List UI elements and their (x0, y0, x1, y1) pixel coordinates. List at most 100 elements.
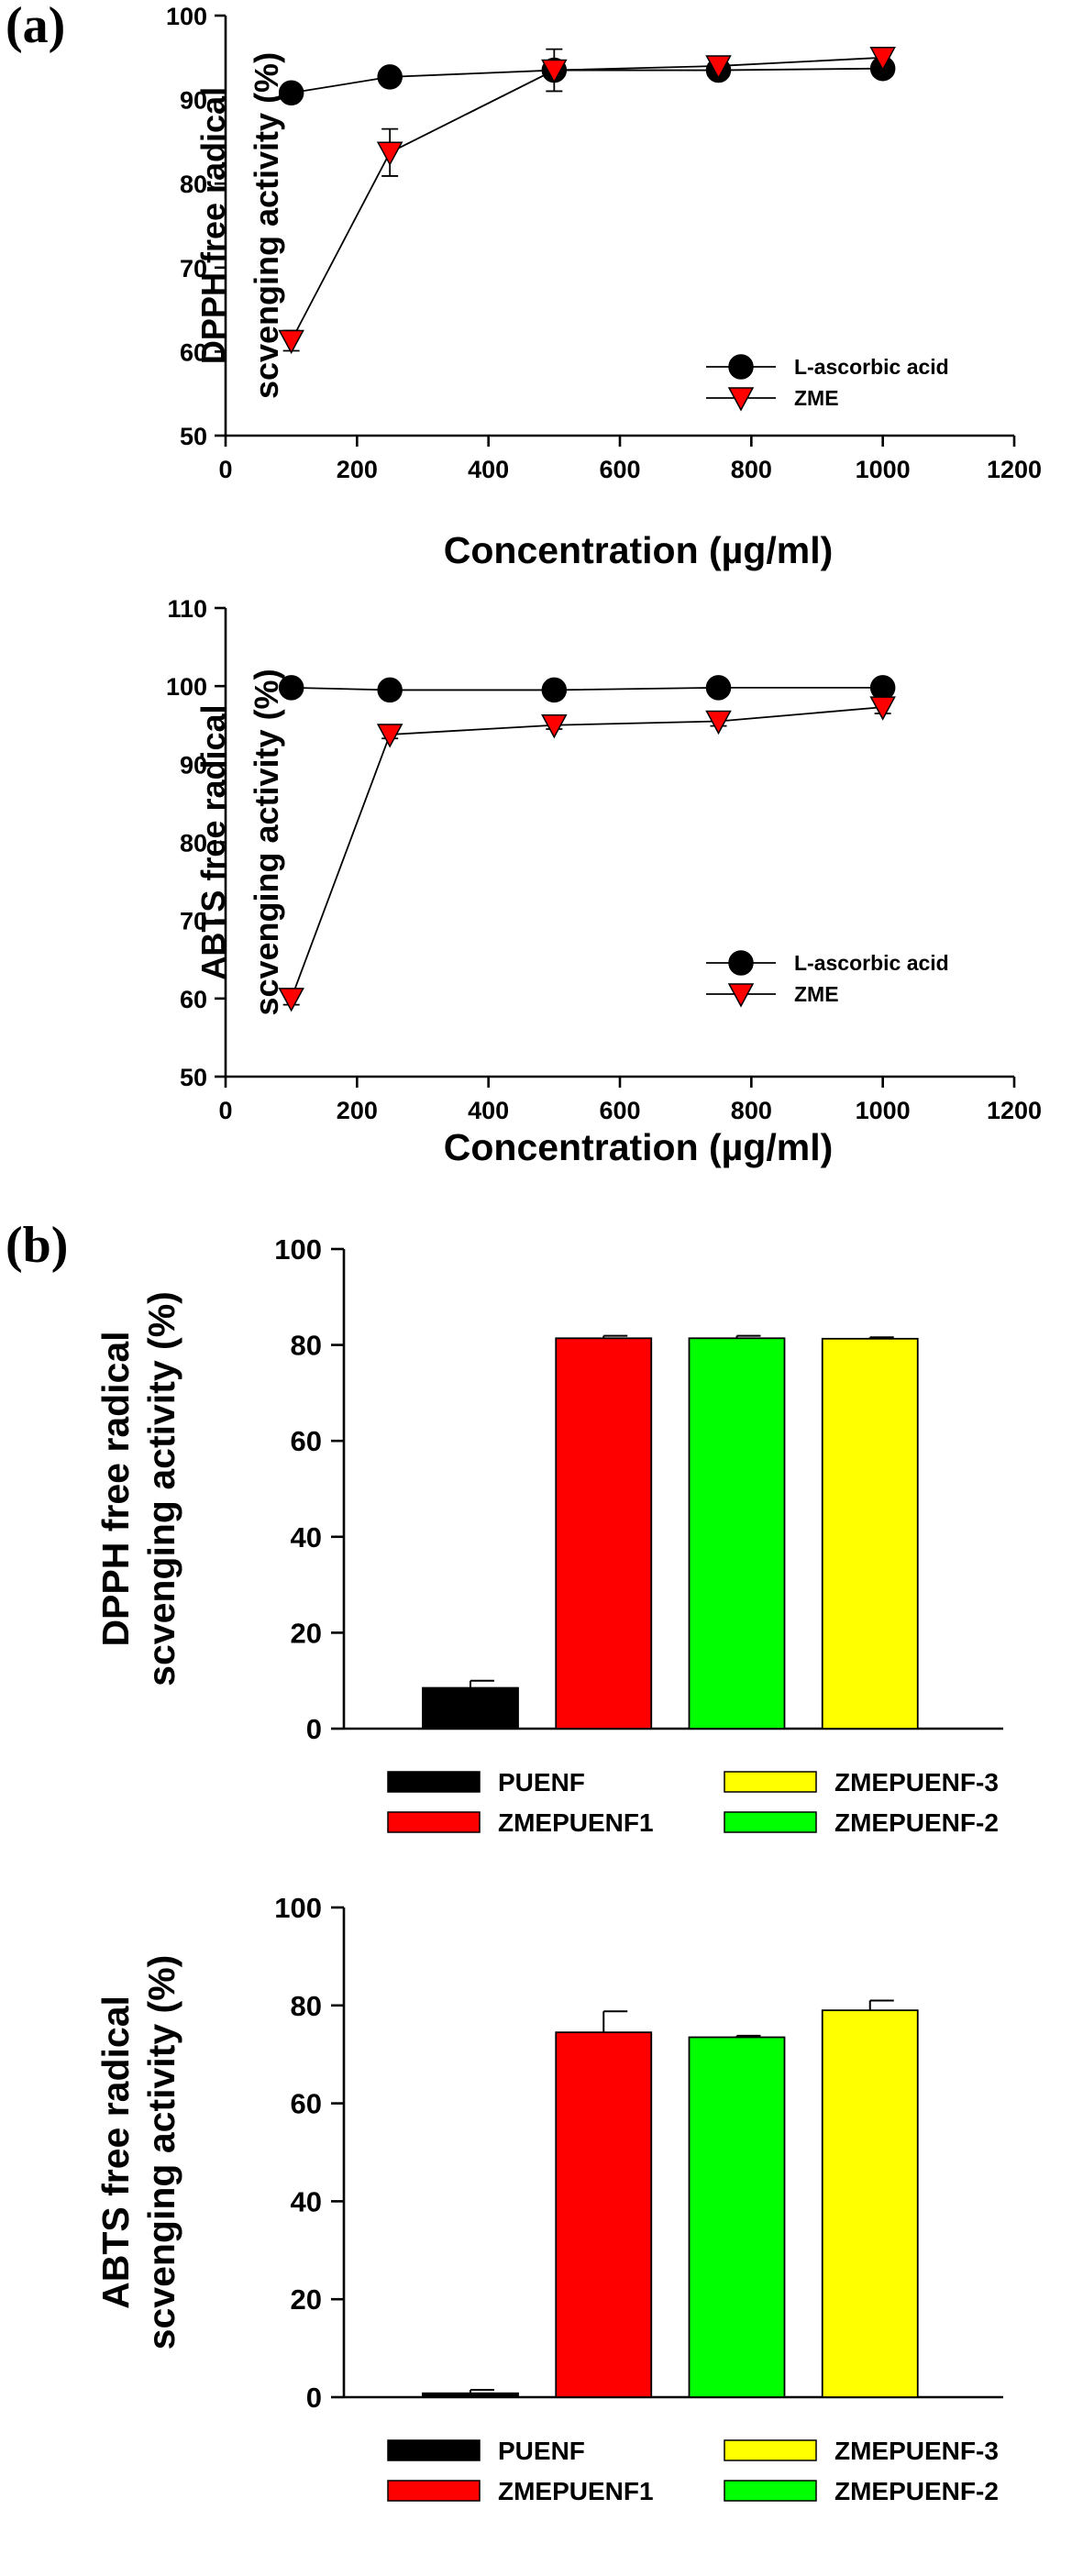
data-point (376, 141, 403, 166)
y-tick-label: 20 (291, 1617, 322, 1649)
y-tick-label: 60 (180, 338, 207, 366)
legend-swatch (724, 2480, 817, 2502)
data-point (541, 714, 568, 739)
data-point (705, 55, 732, 80)
bar-puenf (422, 2392, 519, 2398)
legend-swatch (387, 1771, 481, 1793)
bar-zmepuenf-2 (688, 2036, 786, 2398)
y-axis-title-line2: scvenging activity (%) (248, 669, 285, 1015)
bar-zmepuenf-3 (821, 1337, 919, 1730)
legend-label: ZMEPUENF1 (498, 2477, 654, 2505)
legend-swatch (724, 2439, 817, 2461)
y-tick-label: 90 (180, 751, 207, 779)
data-point (541, 59, 568, 84)
y-tick-label: 70 (180, 255, 207, 282)
y-tick-label: 110 (167, 595, 207, 623)
y-tick-label: 40 (291, 1521, 322, 1553)
x-tick-label: 1200 (987, 456, 1042, 483)
data-point (377, 64, 403, 90)
y-tick-label: 60 (291, 2088, 322, 2120)
data-point (869, 47, 896, 72)
data-point (869, 696, 896, 721)
data-point (541, 677, 568, 703)
x-tick-label: 200 (337, 1097, 378, 1124)
legend-label: PUENF (498, 1768, 585, 1797)
legend-label: ZME (794, 386, 839, 410)
y-axis-title-line2: scvenging activity (%) (140, 1955, 182, 2350)
legend-label: ZMEPUENF-3 (834, 1768, 999, 1797)
y-tick-label: 80 (291, 1330, 322, 1362)
legend-swatch (387, 2439, 481, 2461)
bar-zmepuenf1 (555, 2031, 653, 2398)
y-tick-label: 0 (306, 2382, 322, 2414)
y-tick-label: 60 (180, 986, 207, 1013)
y-tick-label: 80 (180, 171, 207, 198)
data-point (869, 675, 896, 701)
y-tick-label: 40 (291, 2185, 322, 2217)
y-tick-label: 100 (166, 673, 207, 701)
legend-label: L-ascorbic acid (794, 951, 949, 975)
data-point (278, 675, 304, 701)
panel-label-b: (b) (6, 1217, 68, 1274)
legend-marker (728, 354, 754, 380)
y-tick-label: 90 (180, 87, 207, 115)
x-tick-label: 800 (731, 456, 772, 483)
bar-zmepuenf1 (555, 1337, 653, 1730)
legend-label: ZMEPUENF1 (498, 1808, 654, 1837)
y-axis-title-line2: scvenging activity (%) (248, 52, 285, 399)
y-tick-label: 20 (291, 2283, 322, 2316)
legend-swatch (387, 1811, 481, 1833)
chart-abts-bar: 0 20 40 60 80 100 ABTS free radical scvenging a… (94, 1892, 1003, 2505)
y-tick-label: 80 (291, 1990, 322, 2022)
legend-label: ZMEPUENF-3 (834, 2437, 999, 2465)
legend-label: PUENF (498, 2437, 585, 2465)
legend-marker (728, 950, 754, 976)
data-point (377, 677, 403, 703)
legend-marker (727, 387, 755, 412)
y-axis-title-line1: DPPH free radical (194, 87, 232, 364)
y-tick-label: 70 (180, 908, 207, 935)
data-point (278, 329, 304, 355)
legend-label: L-ascorbic acid (794, 355, 949, 379)
x-tick-label: 600 (599, 1097, 640, 1124)
legend-swatch (724, 1771, 817, 1793)
y-axis-title-line2: scvenging activity (%) (140, 1291, 182, 1686)
x-tick-label: 600 (599, 456, 640, 483)
x-tick-label: 400 (468, 1097, 509, 1124)
x-tick-label: 0 (218, 1097, 232, 1124)
legend-label: ZMEPUENF-2 (834, 2477, 999, 2505)
y-axis-title-line1: DPPH free radical (94, 1331, 137, 1646)
x-tick-label: 400 (468, 456, 509, 483)
y-tick-label: 100 (274, 1892, 322, 1924)
x-tick-label: 800 (731, 1097, 772, 1124)
y-tick-label: 60 (291, 1425, 322, 1457)
x-axis-title: Concentration (µg/ml) (444, 529, 834, 571)
x-tick-label: 1200 (987, 1097, 1042, 1124)
y-tick-label: 100 (274, 1233, 322, 1266)
chart-dpph-bar: 0 20 40 60 80 100 DPPH free radical scvenging a… (94, 1233, 1003, 1837)
y-tick-label: 50 (180, 423, 207, 450)
bar-zmepuenf-3 (821, 2009, 919, 2398)
bar-puenf (422, 1686, 519, 1730)
data-point (376, 724, 403, 748)
y-tick-label: 50 (180, 1064, 207, 1091)
legend-swatch (724, 1811, 817, 1833)
x-tick-label: 1000 (856, 456, 911, 483)
chart-dpph-line: 0 200 400 600 800 1000 1200 50 60 70 80 90 100 Concen… (166, 3, 1042, 571)
legend-label: ZME (794, 982, 839, 1006)
x-tick-label: 0 (218, 456, 232, 483)
data-point (278, 80, 304, 106)
data-point (705, 675, 732, 701)
legend-marker (727, 983, 755, 1008)
panel-label-a: (a) (6, 0, 65, 54)
legend-label: ZMEPUENF-2 (834, 1808, 999, 1837)
x-axis-title: Concentration (µg/ml) (444, 1126, 834, 1168)
y-tick-label: 100 (166, 3, 207, 30)
data-point (705, 710, 732, 735)
y-axis-title-line1: ABTS free radical (94, 1996, 137, 2309)
x-tick-label: 200 (337, 456, 378, 483)
series-line-1 (290, 56, 883, 341)
legend-swatch (387, 2480, 481, 2502)
y-tick-label: 0 (306, 1713, 322, 1745)
